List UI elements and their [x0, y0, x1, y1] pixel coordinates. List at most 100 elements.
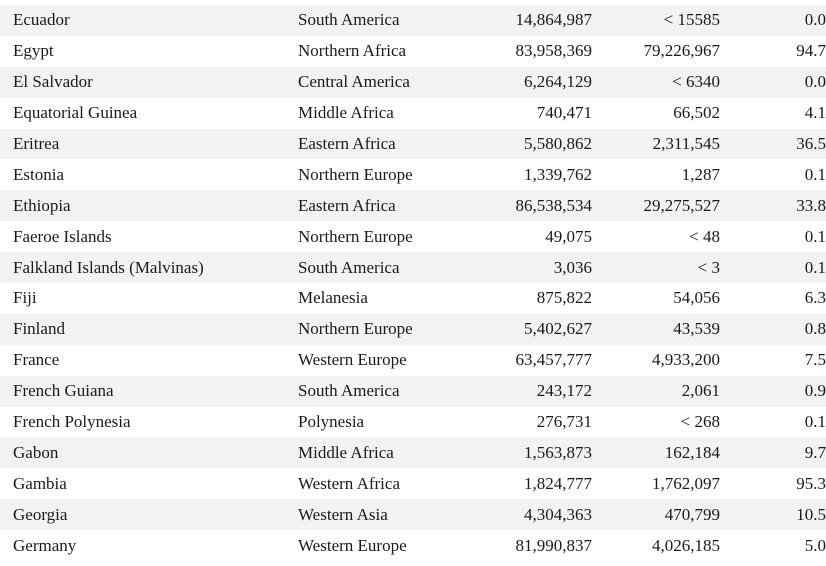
- table-row: Faeroe Islands Northern Europe 49,075 < …: [0, 221, 826, 253]
- percent-cell: 9.7: [720, 437, 826, 469]
- country-cell: Georgia: [0, 499, 298, 531]
- value-cell: 29,275,527: [592, 190, 720, 222]
- country-cell: Egypt: [0, 35, 298, 67]
- population-cell: 6,264,129: [448, 66, 592, 98]
- population-cell: 5,402,627: [448, 313, 592, 345]
- table-row: Finland Northern Europe 5,402,627 43,539…: [0, 313, 826, 345]
- percent-cell: 0.0: [720, 5, 826, 36]
- table-body: Ecuador South America 14,864,987 < 15585…: [0, 5, 826, 562]
- percent-cell: 0.1: [720, 221, 826, 253]
- table-row: Germany Western Europe 81,990,837 4,026,…: [0, 530, 826, 562]
- value-cell: < 6340: [592, 66, 720, 98]
- country-cell: El Salvador: [0, 66, 298, 98]
- value-cell: 2,311,545: [592, 128, 720, 160]
- value-cell: < 268: [592, 406, 720, 438]
- value-cell: 54,056: [592, 283, 720, 314]
- country-cell: Finland: [0, 313, 298, 345]
- country-cell: Estonia: [0, 159, 298, 191]
- country-cell: Gambia: [0, 468, 298, 500]
- population-cell: 1,824,777: [448, 468, 592, 500]
- region-cell: Northern Europe: [298, 221, 448, 253]
- region-cell: South America: [298, 375, 448, 407]
- value-cell: 79,226,967: [592, 35, 720, 67]
- percent-cell: 94.7: [720, 35, 826, 67]
- region-cell: Western Europe: [298, 530, 448, 562]
- region-cell: Western Asia: [298, 499, 448, 531]
- population-cell: 4,304,363: [448, 499, 592, 531]
- table-row: Estonia Northern Europe 1,339,762 1,287 …: [0, 159, 826, 191]
- percent-cell: 0.1: [720, 159, 826, 191]
- percent-cell: 0.0: [720, 66, 826, 98]
- country-cell: France: [0, 344, 298, 376]
- value-cell: < 15585: [592, 5, 720, 36]
- table-row: French Polynesia Polynesia 276,731 < 268…: [0, 406, 826, 438]
- region-cell: Northern Africa: [298, 35, 448, 67]
- population-cell: 1,339,762: [448, 159, 592, 191]
- population-cell: 276,731: [448, 406, 592, 438]
- table-row: Ethiopia Eastern Africa 86,538,534 29,27…: [0, 190, 826, 222]
- table-row: French Guiana South America 243,172 2,06…: [0, 375, 826, 407]
- country-cell: Ethiopia: [0, 190, 298, 222]
- value-cell: 1,287: [592, 159, 720, 191]
- value-cell: 4,933,200: [592, 344, 720, 376]
- percent-cell: 6.3: [720, 283, 826, 314]
- value-cell: < 3: [592, 252, 720, 284]
- percent-cell: 33.8: [720, 190, 826, 222]
- population-cell: 3,036: [448, 252, 592, 284]
- percent-cell: 4.1: [720, 97, 826, 129]
- percent-cell: 7.5: [720, 344, 826, 376]
- region-cell: Middle Africa: [298, 97, 448, 129]
- country-cell: Fiji: [0, 283, 298, 314]
- value-cell: 66,502: [592, 97, 720, 129]
- table-row: Fiji Melanesia 875,822 54,056 6.3: [0, 283, 826, 314]
- table-row: Gabon Middle Africa 1,563,873 162,184 9.…: [0, 437, 826, 469]
- population-cell: 5,580,862: [448, 128, 592, 160]
- percent-cell: 0.8: [720, 313, 826, 345]
- population-cell: 243,172: [448, 375, 592, 407]
- country-cell: Ecuador: [0, 5, 298, 36]
- population-cell: 86,538,534: [448, 190, 592, 222]
- population-cell: 875,822: [448, 283, 592, 314]
- table-row: France Western Europe 63,457,777 4,933,2…: [0, 344, 826, 376]
- value-cell: 4,026,185: [592, 530, 720, 562]
- value-cell: 1,762,097: [592, 468, 720, 500]
- region-cell: Northern Europe: [298, 313, 448, 345]
- population-cell: 49,075: [448, 221, 592, 253]
- region-cell: Central America: [298, 66, 448, 98]
- table-row: Ecuador South America 14,864,987 < 15585…: [0, 5, 826, 36]
- region-cell: South America: [298, 5, 448, 36]
- country-cell: Germany: [0, 530, 298, 562]
- value-cell: < 48: [592, 221, 720, 253]
- table-row: El Salvador Central America 6,264,129 < …: [0, 66, 826, 98]
- data-table: Ecuador South America 14,864,987 < 15585…: [0, 5, 826, 562]
- table-row: Eritrea Eastern Africa 5,580,862 2,311,5…: [0, 128, 826, 160]
- region-cell: Western Africa: [298, 468, 448, 500]
- region-cell: Eastern Africa: [298, 190, 448, 222]
- country-cell: Gabon: [0, 437, 298, 469]
- country-cell: Falkland Islands (Malvinas): [0, 252, 298, 284]
- value-cell: 2,061: [592, 375, 720, 407]
- population-cell: 81,990,837: [448, 530, 592, 562]
- region-cell: Northern Europe: [298, 159, 448, 191]
- table-row: Equatorial Guinea Middle Africa 740,471 …: [0, 97, 826, 129]
- population-cell: 740,471: [448, 97, 592, 129]
- region-cell: Melanesia: [298, 283, 448, 314]
- region-cell: Polynesia: [298, 406, 448, 438]
- table-row: Falkland Islands (Malvinas) South Americ…: [0, 252, 826, 284]
- region-cell: Western Europe: [298, 344, 448, 376]
- table-row: Georgia Western Asia 4,304,363 470,799 1…: [0, 499, 826, 531]
- country-cell: French Guiana: [0, 375, 298, 407]
- value-cell: 43,539: [592, 313, 720, 345]
- percent-cell: 36.5: [720, 128, 826, 160]
- country-cell: Equatorial Guinea: [0, 97, 298, 129]
- percent-cell: 10.5: [720, 499, 826, 531]
- country-cell: Faeroe Islands: [0, 221, 298, 253]
- country-cell: French Polynesia: [0, 406, 298, 438]
- population-cell: 1,563,873: [448, 437, 592, 469]
- percent-cell: 0.9: [720, 375, 826, 407]
- value-cell: 470,799: [592, 499, 720, 531]
- region-cell: Middle Africa: [298, 437, 448, 469]
- percent-cell: 0.1: [720, 406, 826, 438]
- value-cell: 162,184: [592, 437, 720, 469]
- percent-cell: 0.1: [720, 252, 826, 284]
